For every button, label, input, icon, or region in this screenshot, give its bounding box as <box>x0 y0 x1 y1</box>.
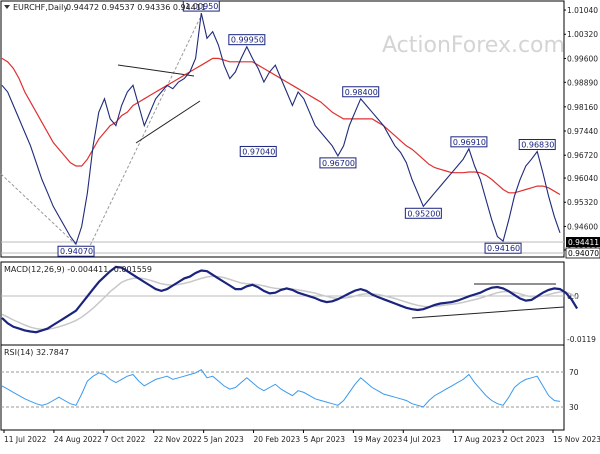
svg-text:1.00950: 1.00950 <box>185 2 218 11</box>
price-y-tick-label: 0.96720 <box>567 151 598 160</box>
price-panel-title: EURCHF,Daily <box>13 3 68 12</box>
price-trendlines <box>0 17 564 255</box>
svg-text:0.98400: 0.98400 <box>345 88 378 97</box>
x-tick-label: 17 Aug 2023 <box>453 435 501 444</box>
price-y-tick-label: 0.99600 <box>567 54 598 63</box>
macd-line <box>1 265 579 334</box>
x-tick-label: 22 Nov 2022 <box>154 435 202 444</box>
macd-trendline-lower <box>411 306 565 319</box>
macd-lower-label: -0.0119 <box>567 335 596 344</box>
macd-panel: 0.0 -0.0119 MACD(12,26,9) -0.004411 -0.0… <box>0 261 596 346</box>
price-y-tick-label: 0.97440 <box>567 127 598 136</box>
price-y-tick-label: 0.94600 <box>567 222 598 231</box>
level-marker-tag: 0.94070 <box>565 247 600 259</box>
price-panel-header: EURCHF,Daily 0.94472 0.94537 0.94336 0.9… <box>4 3 206 12</box>
price-panel-ohlc: 0.94472 0.94537 0.94336 0.94411 <box>66 3 206 12</box>
macd-zero-label: 0.0 <box>567 292 579 301</box>
price-y-tick-label: 0.98160 <box>567 103 598 112</box>
svg-text:0.97040: 0.97040 <box>242 147 275 156</box>
x-tick-label: 11 Jul 2022 <box>4 435 47 444</box>
watermark: ActionForex.com <box>382 33 565 58</box>
rsi-panel-title: RSI(14) 32.7847 <box>4 348 69 357</box>
svg-text:0.94070: 0.94070 <box>568 249 599 258</box>
price-y-tick-label: 0.96040 <box>567 174 598 183</box>
price-annotation: 0.94160 <box>484 242 522 254</box>
price-annotation: 1.00950 <box>182 0 220 12</box>
svg-text:0.99950: 0.99950 <box>231 36 264 45</box>
x-tick-label: 7 Oct 2022 <box>104 435 146 444</box>
x-axis: 11 Jul 2022 24 Aug 2022 7 Oct 2022 22 Nov 2… <box>3 430 600 444</box>
price-annotation: 0.96910 <box>450 136 488 148</box>
x-tick-label: 15 Nov 2023 <box>553 435 600 444</box>
svg-text:0.95200: 0.95200 <box>407 209 440 218</box>
price-panel: 1.01040 1.00320 0.99600 0.98890 0.98160 0.974… <box>0 0 600 259</box>
last-price-tag: 0.94411 <box>566 237 600 247</box>
x-tick-label: 4 Jul 2023 <box>403 435 441 444</box>
x-tick-label: 5 Jan 2023 <box>204 435 244 444</box>
x-tick-label: 5 Apr 2023 <box>303 435 345 444</box>
x-tick-label: 19 May 2023 <box>353 435 402 444</box>
price-y-tick-label: 1.00320 <box>567 30 598 39</box>
svg-text:0.96830: 0.96830 <box>521 141 554 150</box>
price-line <box>1 12 561 246</box>
rsi-level-high: 70 <box>569 368 579 377</box>
price-y-tick-label: 0.98890 <box>567 78 598 87</box>
price-annotation: 0.95200 <box>404 207 442 219</box>
price-panel-frame <box>0 0 565 258</box>
rsi-panel-frame <box>0 344 565 431</box>
x-tick-label: 20 Feb 2023 <box>254 435 301 444</box>
price-annotation: 0.97040 <box>239 145 277 157</box>
price-y-tick-label: 1.01040 <box>567 6 598 15</box>
x-tick-label: 24 Aug 2022 <box>54 435 102 444</box>
svg-text:0.94070: 0.94070 <box>60 247 93 256</box>
price-annotation: 0.96830 <box>518 139 556 151</box>
rsi-level-low: 30 <box>569 403 579 412</box>
svg-text:0.96910: 0.96910 <box>453 138 486 147</box>
price-annotation: 0.98400 <box>342 86 380 98</box>
price-annotation: 0.99950 <box>228 34 266 46</box>
price-annotations: 1.00950 0.99950 0.98400 0.97040 0.96700 0.952… <box>57 0 556 257</box>
macd-panel-title: MACD(12,26,9) -0.004411 -0.001559 <box>4 265 152 274</box>
collapse-arrow-icon[interactable] <box>4 5 10 9</box>
price-annotation: 0.94070 <box>57 245 95 257</box>
rsi-line <box>1 369 561 408</box>
price-annotation: 0.96700 <box>319 157 357 169</box>
svg-text:0.96700: 0.96700 <box>322 159 355 168</box>
svg-text:0.94411: 0.94411 <box>568 238 599 247</box>
price-y-tick-label: 0.95320 <box>567 198 598 207</box>
svg-text:0.94160: 0.94160 <box>487 244 520 253</box>
x-tick-label: 2 Oct 2023 <box>503 435 545 444</box>
rsi-panel: 70 30 RSI(14) 32.7847 <box>0 344 579 431</box>
